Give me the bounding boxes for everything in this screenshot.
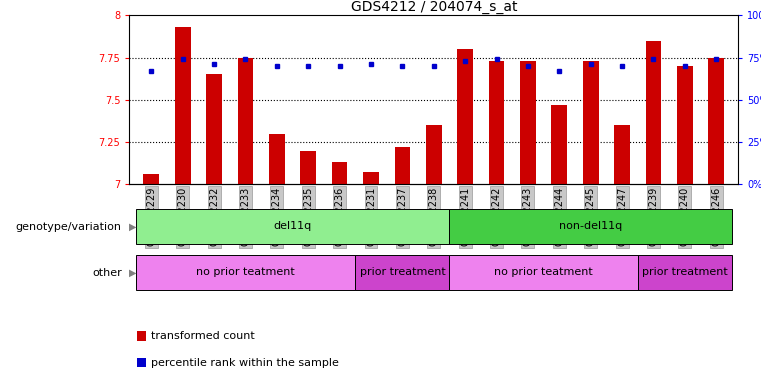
- Bar: [301, 151, 316, 184]
- Bar: [332, 162, 348, 184]
- Text: genotype/variation: genotype/variation: [16, 222, 122, 232]
- FancyBboxPatch shape: [450, 209, 732, 244]
- Bar: [144, 174, 159, 184]
- Text: prior treatment: prior treatment: [359, 267, 445, 277]
- Bar: [708, 58, 724, 184]
- Bar: [426, 125, 441, 184]
- Text: no prior teatment: no prior teatment: [196, 267, 295, 277]
- Text: non-del11q: non-del11q: [559, 221, 622, 231]
- Bar: [206, 74, 222, 184]
- Text: ▶: ▶: [129, 268, 137, 278]
- Text: no prior teatment: no prior teatment: [494, 267, 593, 277]
- Bar: [489, 61, 505, 184]
- Bar: [645, 41, 661, 184]
- Text: other: other: [92, 268, 122, 278]
- Text: transformed count: transformed count: [151, 331, 254, 341]
- Text: ▶: ▶: [129, 222, 137, 232]
- Bar: [520, 61, 536, 184]
- FancyBboxPatch shape: [135, 255, 355, 290]
- Bar: [677, 66, 693, 184]
- Bar: [237, 58, 253, 184]
- Text: del11q: del11q: [273, 221, 312, 231]
- Bar: [552, 105, 567, 184]
- FancyBboxPatch shape: [638, 255, 732, 290]
- Title: GDS4212 / 204074_s_at: GDS4212 / 204074_s_at: [351, 0, 517, 14]
- Bar: [363, 172, 379, 184]
- Bar: [394, 147, 410, 184]
- Bar: [175, 27, 190, 184]
- FancyBboxPatch shape: [135, 209, 450, 244]
- Text: prior treatment: prior treatment: [642, 267, 728, 277]
- Bar: [583, 61, 598, 184]
- Text: percentile rank within the sample: percentile rank within the sample: [151, 358, 339, 368]
- Bar: [269, 134, 285, 184]
- Bar: [614, 125, 630, 184]
- FancyBboxPatch shape: [450, 255, 638, 290]
- FancyBboxPatch shape: [355, 255, 450, 290]
- Bar: [457, 49, 473, 184]
